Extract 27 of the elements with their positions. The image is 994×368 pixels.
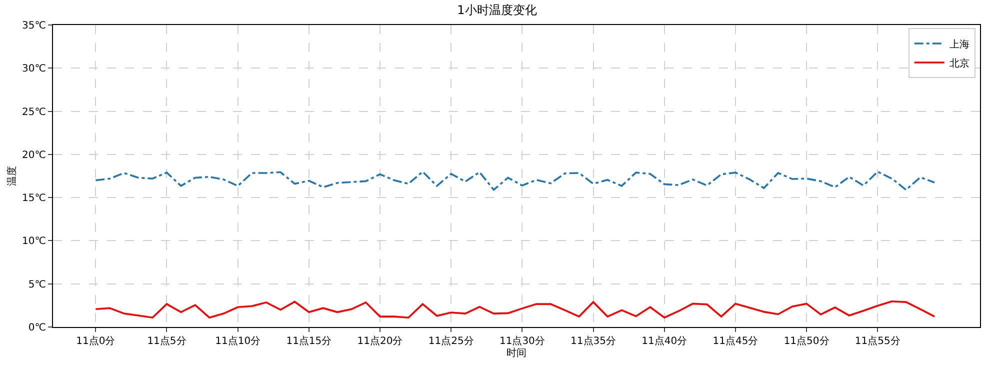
x-tick-label: 11点35分 bbox=[570, 335, 616, 347]
x-tick-label: 11点25分 bbox=[428, 335, 474, 347]
y-tick-label: 20℃ bbox=[22, 150, 46, 161]
y-axis-title: 温度 bbox=[6, 166, 18, 186]
line-series bbox=[94, 300, 936, 318]
x-tick-label: 11点20分 bbox=[357, 335, 403, 347]
legend-label: 北京 bbox=[949, 57, 970, 70]
x-tick-label: 11点50分 bbox=[784, 335, 830, 347]
y-tick-label: 5℃ bbox=[28, 279, 46, 290]
x-tick-label: 11点5分 bbox=[147, 335, 186, 347]
x-tick-label: 11点10分 bbox=[215, 335, 261, 347]
chart-title: 1小时温度变化 bbox=[457, 2, 537, 17]
y-tick-label: 35℃ bbox=[22, 20, 46, 32]
x-tick-label: 11点0分 bbox=[76, 335, 116, 347]
x-tick-label: 11点30分 bbox=[499, 335, 545, 347]
x-tick-label: 11点55分 bbox=[854, 335, 900, 347]
y-tick-label: 25℃ bbox=[22, 106, 46, 118]
y-tick-label: 0℃ bbox=[28, 322, 46, 334]
x-tick-label: 11点40分 bbox=[642, 335, 688, 347]
y-tick-label: 30℃ bbox=[22, 64, 46, 75]
y-tick-label: 10℃ bbox=[22, 236, 46, 248]
legend-label: 上海 bbox=[949, 38, 970, 50]
x-axis-title: 时间 bbox=[506, 347, 526, 359]
x-tick-label: 11点15分 bbox=[286, 335, 332, 347]
line-series bbox=[94, 170, 936, 191]
y-tick-label: 15℃ bbox=[22, 193, 46, 204]
x-tick-label: 11点45分 bbox=[712, 335, 758, 347]
